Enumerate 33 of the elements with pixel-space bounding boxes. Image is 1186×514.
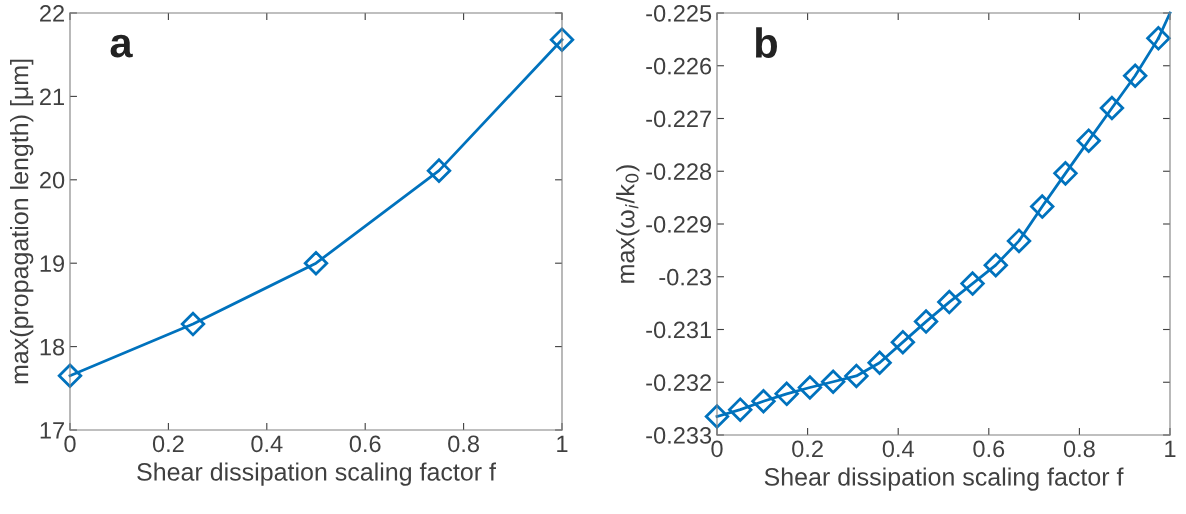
x-axis-title: Shear dissipation scaling factor f (764, 467, 1124, 491)
x-tick-label: 0.4 (251, 435, 283, 453)
y-tick-label: -0.228 (646, 163, 712, 181)
y-tick-label: 22 (40, 5, 64, 22)
x-tick-label: 0.2 (152, 435, 184, 453)
x-tick-label: 0.2 (792, 440, 823, 458)
x-tick-label: 1 (1165, 440, 1176, 457)
x-tick-label: 0 (64, 435, 76, 453)
y-tick-label: -0.227 (646, 110, 711, 128)
y-tick-label: 21 (40, 88, 64, 105)
y-axis-title: max(propagation length) [μm] (10, 59, 34, 384)
x-tick-label: 0.8 (1063, 440, 1095, 458)
y-tick-label: 20 (40, 171, 65, 189)
x-tick-label: 0.4 (882, 440, 914, 458)
x-tick-label: 1 (557, 435, 568, 452)
y-tick-label: -0.226 (646, 57, 712, 75)
y-tick-label: -0.232 (646, 374, 711, 392)
y-tick-label: -0.229 (646, 216, 712, 233)
annotation: a (110, 34, 133, 58)
y-tick-label: 17 (40, 422, 64, 439)
x-tick-label: 0.6 (973, 440, 1005, 458)
y-tick-label: 19 (40, 255, 65, 272)
annotation: b (755, 27, 777, 58)
x-tick-label: 0 (711, 440, 723, 458)
y-tick-label: -0.225 (646, 5, 712, 22)
y-tick-label: 18 (40, 338, 65, 356)
x-tick-label: 0.6 (349, 435, 381, 453)
y-tick-label: -0.231 (646, 321, 711, 339)
x-tick-label: 0.8 (448, 435, 479, 453)
y-tick-label: -0.23 (659, 268, 712, 286)
y-tick-label: -0.233 (646, 427, 712, 444)
x-axis-title: Shear dissipation scaling factor f (137, 462, 497, 486)
y-axis-title: max(ω$_{i}$/k$_{0}$) (616, 165, 640, 283)
